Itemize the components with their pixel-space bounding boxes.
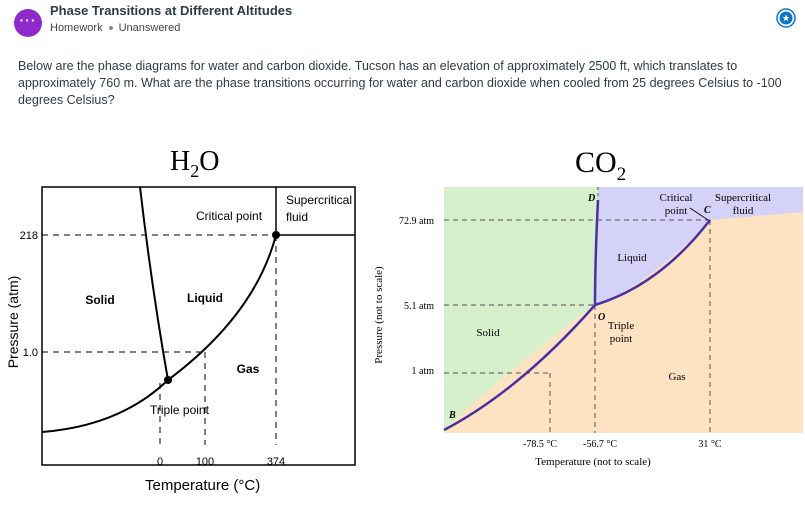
question-meta: Homework Unanswered (50, 22, 180, 34)
ellipsis-icon[interactable]: ··· (14, 9, 42, 37)
co2-liquid-region (595, 187, 803, 305)
co2-solid-region (444, 187, 598, 430)
co2-critical-point-label: point (665, 205, 688, 217)
water-solid-label: Solid (85, 293, 114, 307)
co2-critical-pointer-line (689, 207, 709, 221)
co2-phase-diagram: CO2 Pressure (not to scale) 72.9 atm 5.1… (373, 146, 803, 468)
water-melting-curve (139, 186, 169, 381)
water-plot-frame (41, 186, 356, 466)
co2-ylabel: Pressure (not to scale) (373, 266, 385, 364)
water-gas-label: Gas (237, 362, 260, 376)
separator-dot (108, 26, 113, 31)
question-type: Homework (50, 22, 103, 34)
co2-x-tick-minus56: -56.7 °C (583, 439, 617, 450)
co2-sublimation-curve (443, 304, 596, 432)
co2-point-o: O (598, 312, 605, 323)
co2-liquid-label: Liquid (617, 252, 647, 264)
water-triple-point-marker (164, 376, 172, 384)
co2-triple-label: Triple (608, 320, 635, 332)
water-x-tick-374: 374 (267, 456, 285, 468)
question-text: Below are the phase diagrams for water a… (18, 59, 782, 107)
co2-point-b: B (448, 410, 456, 421)
water-critical-point-label: Critical point (196, 209, 263, 223)
water-triple-point-label: Triple point (150, 403, 210, 417)
water-x-tick-0: 0 (157, 456, 163, 468)
water-title: H2O (170, 146, 219, 181)
water-sublimation-curve (41, 379, 169, 433)
co2-vaporization-curve (594, 219, 711, 307)
co2-gas-label: Gas (668, 371, 685, 383)
co2-x-tick-31: 31 °C (698, 439, 721, 450)
co2-xlabel: Temperature (not to scale) (535, 456, 651, 468)
water-fluid-label: fluid (286, 210, 308, 224)
co2-point-c: C (704, 205, 711, 216)
co2-y-tick-5-1: 5.1 atm (404, 301, 434, 312)
co2-critical-label: Critical (660, 192, 693, 204)
co2-solid-label: Solid (476, 327, 500, 339)
water-ylabel: Pressure (atm) (5, 276, 21, 369)
water-phase-diagram: H2O Pressure (atm) 218 1.0 0 100 374 Sol… (5, 146, 356, 494)
co2-supercritical-label: Supercritical (715, 192, 771, 204)
co2-point-d: D (587, 193, 595, 204)
water-supercritical-label: Supercritical (286, 193, 352, 207)
co2-fluid-label: fluid (733, 205, 754, 217)
co2-y-tick-1: 1 atm (412, 366, 435, 377)
co2-x-tick-minus78: -78.5 °C (523, 439, 557, 450)
status-text: Unanswered (118, 22, 181, 34)
water-x-tick-100: 100 (196, 456, 214, 468)
water-vaporization-curve (167, 234, 277, 381)
water-y-tick-1: 1.0 (23, 347, 38, 359)
water-liquid-label: Liquid (187, 291, 223, 305)
question-title: Phase Transitions at Different Altitudes (50, 3, 293, 18)
co2-y-tick-72-9: 72.9 atm (399, 216, 434, 227)
unanswered-circle-icon[interactable] (776, 8, 796, 28)
water-critical-point-marker (272, 231, 280, 239)
co2-melting-curve (593, 199, 600, 306)
co2-title: CO2 (575, 146, 626, 185)
co2-triple-point-label: point (610, 333, 633, 345)
water-xlabel: Temperature (°C) (145, 477, 260, 494)
water-y-tick-218: 218 (20, 230, 38, 242)
